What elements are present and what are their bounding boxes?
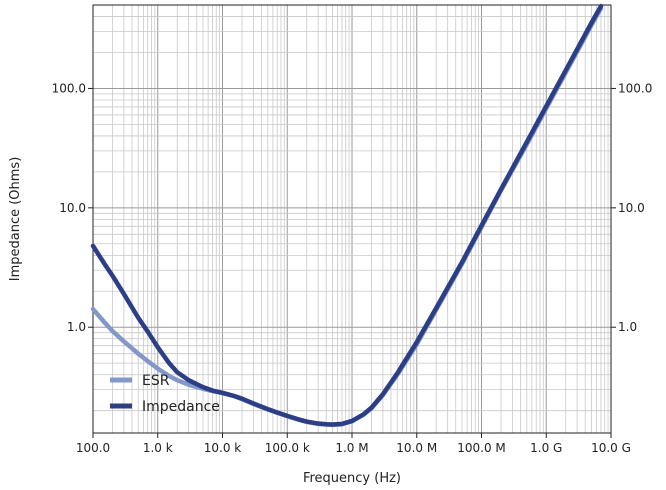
series-lines	[90, 3, 604, 428]
x-tick-label: 10.0 M	[396, 441, 437, 455]
x-tick-label: 100.0	[76, 441, 110, 455]
x-tick-label: 100.0 k	[265, 441, 310, 455]
x-tick-label: 1.0 k	[143, 441, 173, 455]
legend-label-esr: ESR	[142, 373, 170, 389]
x-tick-label: 10.0 k	[204, 441, 242, 455]
x-tick-label: 10.0 G	[591, 441, 631, 455]
x-tick-label: 100.0 M	[457, 441, 506, 455]
legend: ESR Impedance	[110, 373, 220, 415]
grid	[92, 4, 611, 433]
x-tick-label: 1.0 M	[335, 441, 368, 455]
legend-label-impedance: Impedance	[142, 399, 220, 415]
y-tick-label-right: 1.0	[618, 320, 637, 334]
series-line-impedance	[90, 3, 604, 427]
x-axis-label: Frequency (Hz)	[303, 471, 401, 486]
y-tick-label-left: 100.0	[52, 81, 86, 95]
y-tick-label-left: 1.0	[67, 320, 86, 334]
y-axis-label: Impedance (Ohms)	[8, 157, 23, 282]
y-tick-label-left: 10.0	[59, 201, 86, 215]
axis-ticks: 100.0 1.0 k 10.0 k 100.0 k 1.0 M 10.0 M 100.0 …	[52, 81, 653, 455]
x-tick-label: 1.0 G	[530, 441, 562, 455]
y-tick-label-right: 10.0	[618, 201, 645, 215]
y-tick-label-right: 100.0	[618, 81, 652, 95]
